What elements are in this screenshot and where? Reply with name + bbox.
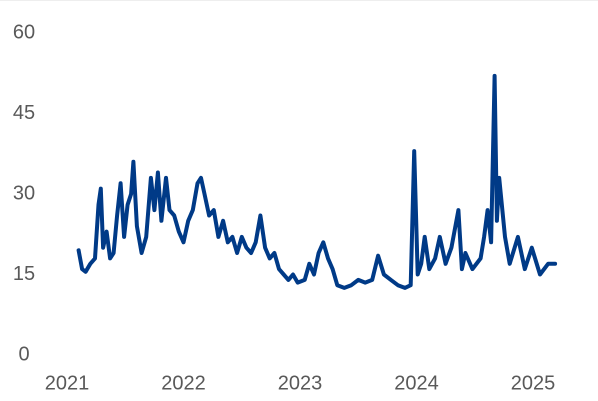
y-tick-label: 15 [13,263,35,285]
x-tick-label: 2022 [161,372,206,394]
y-tick-label: 0 [18,343,29,365]
x-tick-label: 2023 [278,372,323,394]
y-tick-label: 60 [13,21,35,43]
y-tick-label: 30 [13,182,35,204]
line [76,73,558,290]
y-tick-label: 45 [13,102,35,124]
x-tick-label: 2024 [394,372,439,394]
x-tick-label: 2021 [45,372,90,394]
x-tick-label: 2025 [511,372,556,394]
